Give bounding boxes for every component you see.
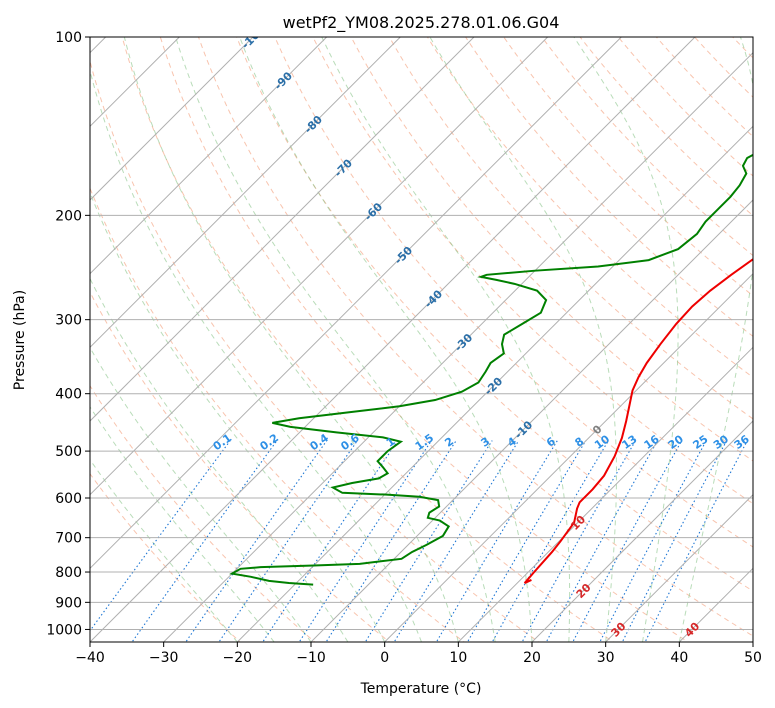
moist-adiabat-line [90,346,312,642]
moist-adiabat-line [175,37,496,642]
y-tick-label: 500 [55,444,82,460]
dry-adiabat-line [464,37,753,337]
isotherm-line [605,493,753,642]
moist-adiabat-line [90,458,238,642]
mixing-ratio-line [545,440,659,642]
isotherm-line [310,199,753,642]
x-tick-label: 50 [744,650,762,666]
isotherm-line [90,37,328,275]
moist-adiabat-line [90,191,386,642]
y-tick-label: 900 [55,595,82,611]
x-tick-label: 0 [380,650,389,666]
isotherm-line [90,37,549,496]
x-tick-label: −20 [223,650,253,666]
axes: −40 −30 −20 −10 0 10 20 30 40 50 1000 900 800 700 600 5… [46,30,762,666]
x-axis-label: Temperature (°C) [360,681,482,697]
isotherm-line [90,37,622,570]
dry-adiabat-line [90,472,241,642]
dry-adiabat-line [90,186,465,642]
isotherm-line [163,51,753,642]
x-tick-label: −30 [149,650,179,666]
mixing-ratio-line [393,440,520,642]
moist-adiabat-line [678,37,753,642]
moist-adiabat-line [573,37,679,642]
moist-adiabat-line [90,68,422,642]
moist-adiabat-line [90,405,275,642]
mixing-ratio-line [435,440,558,642]
chart-title: wetPf2_YM08.2025.278.01.06.G04 [283,13,560,33]
dry-adiabat-line [388,37,753,420]
mixing-ratio-line [364,440,493,642]
moist-adiabat-line [429,37,617,642]
mixing-ratio-line [131,440,278,642]
y-tick-label: 800 [55,565,82,581]
isotherm-line [90,37,475,422]
mixing-ratio-line [298,440,432,642]
mixing-ratio-line [262,440,399,642]
mixing-ratio-line [491,440,609,642]
isotherm-line [90,37,254,201]
y-tick-label: 200 [55,208,82,224]
x-tick-label: 40 [670,650,688,666]
x-tick-label: 30 [597,650,615,666]
temperature-profile-line [523,258,753,584]
y-axis-label: Pressure (hPa) [12,290,28,390]
isotherm-line [90,37,401,349]
plot-frame [89,36,754,643]
mixing-ratio-line [599,440,707,642]
x-tick-label: 10 [449,650,467,666]
profile-series [229,153,753,586]
mixing-ratio-line [185,440,328,642]
dry-adiabat-line [90,59,540,642]
x-tick-label: −10 [296,650,326,666]
isotherm-line [531,420,753,642]
dry-adiabat-line [350,37,753,462]
dewpoint-profile-line [229,153,753,586]
isotherm-line [90,37,696,642]
y-tick-label: 1000 [46,622,82,638]
background-lines [90,37,753,642]
mixing-ratio-line [572,440,683,642]
isotherm-line [457,346,753,642]
x-tick-label: 20 [523,650,541,666]
moist-adiabat-line [321,37,571,642]
y-tick-label: 700 [55,531,82,547]
isotherm-line [384,272,753,642]
x-tick-label: −40 [75,650,105,666]
dry-adiabat-line [197,37,753,637]
isotherm-line [236,125,753,642]
y-tick-label: 600 [55,491,82,507]
mixing-ratio-line [521,440,637,642]
mixing-ratio-line [621,440,728,642]
y-tick-label: 300 [55,313,82,329]
y-tick-label: 100 [55,30,82,46]
moist-adiabat-line [123,37,459,642]
y-tick-label: 400 [55,387,82,403]
